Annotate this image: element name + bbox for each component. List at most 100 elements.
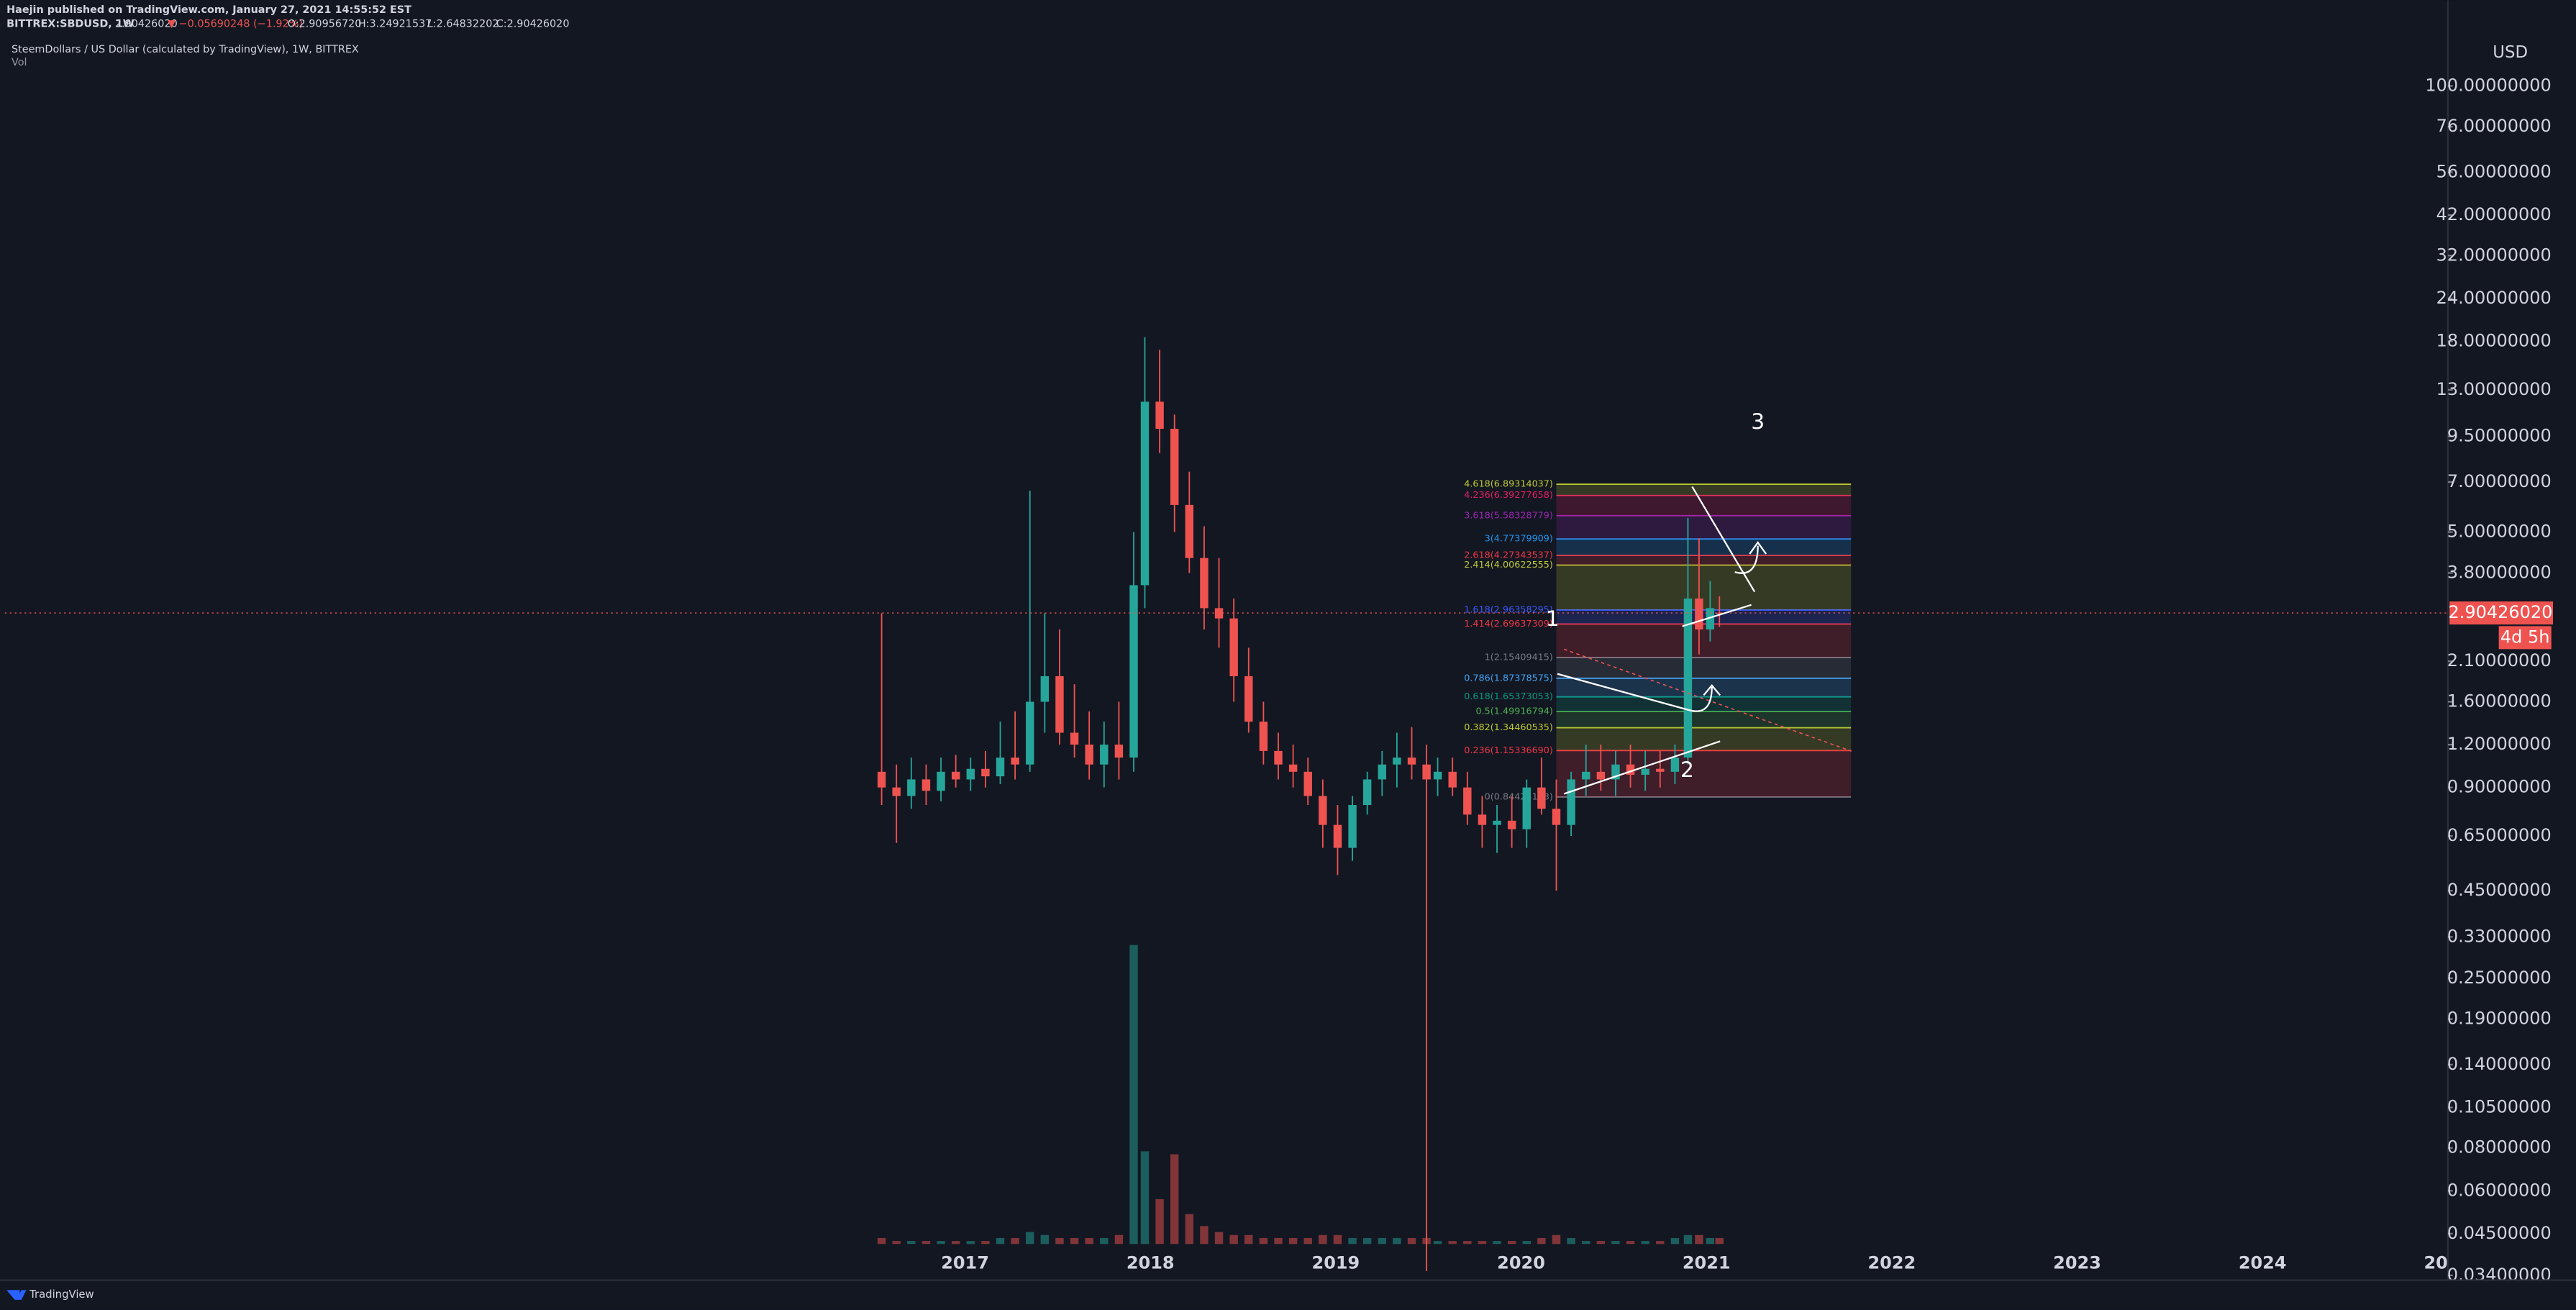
trendline [1682, 604, 1752, 627]
y-tick-label: 0.03400000 [2447, 1265, 2552, 1285]
y-tick-label: 0.45000000 [2447, 880, 2552, 900]
candle-body [1478, 814, 1487, 825]
volume-bar [907, 1241, 916, 1245]
candle-body [1026, 701, 1034, 765]
candle-body [1070, 732, 1079, 745]
candle-body [1596, 771, 1606, 780]
dashed-trendline [1563, 648, 1852, 752]
candle-body [966, 768, 975, 780]
fib-band [1556, 750, 1852, 797]
currency: USD [2493, 43, 2528, 62]
volume-bar [1433, 1241, 1442, 1245]
y-tick-label: 0.65000000 [2447, 825, 2552, 845]
candle-body [1200, 558, 1209, 609]
x-tick-label: 2024 [2239, 1253, 2287, 1273]
candle-body [1055, 676, 1064, 733]
volume-bar [1319, 1234, 1327, 1245]
candle-body [1085, 745, 1093, 765]
y-tick-label: 100.00000000 [2425, 75, 2551, 95]
fib-label: 3(4.77379909) [1485, 534, 1553, 545]
volume-bar [966, 1241, 975, 1245]
y-tick-label: 9.50000000 [2447, 426, 2552, 446]
fib-label: 2.618(4.27343537) [1464, 550, 1553, 561]
volume-bar [1185, 1214, 1194, 1245]
x-tick-label: 2019 [1312, 1253, 1360, 1273]
candle-body [937, 771, 945, 791]
volume-bar [1407, 1237, 1416, 1245]
annotation: 1 [1546, 606, 1560, 631]
volume-bar [1706, 1237, 1715, 1245]
candle-body [1407, 758, 1416, 765]
y-tick-label: 18.00000000 [2436, 330, 2552, 350]
y-tick-label: 42.00000000 [2436, 204, 2552, 224]
volume-bar [1200, 1226, 1209, 1245]
candle-body [1319, 796, 1327, 825]
y-tick-label: 0.04500000 [2447, 1223, 2552, 1243]
brand: TradingView [29, 1288, 94, 1301]
volume-bar [1493, 1241, 1501, 1245]
volume-bar [1683, 1234, 1693, 1245]
candle-body [1641, 768, 1649, 775]
volume-bar [1670, 1237, 1680, 1245]
candle-body [1100, 745, 1109, 765]
candle-body [907, 779, 916, 796]
volume-bar [1129, 945, 1138, 1245]
y-tick-label: 0.10500000 [2447, 1096, 2552, 1116]
volume-bar [1362, 1237, 1372, 1245]
candle-body [1522, 787, 1531, 829]
volume-bar [1274, 1237, 1283, 1245]
candle-body [1348, 805, 1357, 848]
fib-band [1556, 696, 1852, 712]
volume-bar [951, 1241, 960, 1245]
volume-bar [1478, 1241, 1487, 1245]
candle-body [1274, 750, 1283, 765]
candle-body [1422, 764, 1431, 780]
fib-label: 0.236(1.15336690) [1464, 745, 1553, 756]
y-tick-label: 76.00000000 [2436, 116, 2552, 136]
x-tick-label: 2018 [1127, 1253, 1175, 1273]
volume-label: Vol [12, 57, 27, 68]
candle-body [1185, 504, 1194, 558]
candle-body [1244, 676, 1253, 722]
volume-bar [1582, 1241, 1590, 1245]
y-tick-label: 5.00000000 [2447, 522, 2552, 542]
volume-bar [1378, 1237, 1387, 1245]
last-price-box [2449, 601, 2554, 625]
candle-body [1656, 768, 1665, 772]
candle-body [892, 787, 901, 796]
y-tick-label: 7.00000000 [2447, 471, 2552, 491]
last-price-label: 2.90426020 [2449, 602, 2553, 622]
y-tick-label: 3.80000000 [2447, 562, 2552, 582]
drawings [1557, 486, 1852, 795]
candle-body [1683, 599, 1693, 758]
publisher: Haejin published on TradingView.com, Jan… [6, 4, 411, 16]
fib-label: 0.5(1.49916794) [1476, 706, 1553, 717]
price-axis: 201720182019202020212022202320242025100.… [941, 0, 2576, 1285]
candle-body [1670, 758, 1680, 772]
candle-body [1507, 820, 1516, 829]
candle-body [1011, 758, 1019, 765]
ohlc: O:2.90956720 [288, 19, 362, 30]
candle-body [1567, 779, 1575, 825]
candle-body [1552, 809, 1561, 825]
candle-body [1129, 585, 1138, 758]
fib-label: 0.786(1.87378575) [1464, 673, 1553, 683]
fib-label: 0.382(1.34460535) [1464, 722, 1553, 733]
fib-label: 0(0.84424173) [1485, 791, 1553, 802]
currency-box [2488, 41, 2572, 63]
fib-band [1556, 609, 1852, 624]
volume-bar [1244, 1234, 1253, 1245]
volume-bar [1448, 1241, 1457, 1245]
x-tick-label: 2017 [941, 1253, 989, 1273]
volume-bar [1641, 1241, 1649, 1245]
volume-bar [1170, 1154, 1179, 1245]
trendline [1691, 486, 1756, 593]
fib-band [1556, 515, 1852, 540]
volume-bar [1567, 1237, 1575, 1245]
fib-band [1556, 711, 1852, 728]
y-tick-label: 0.14000000 [2447, 1054, 2552, 1074]
ohlc: C:2.90426020 [496, 19, 570, 30]
fib-band [1556, 657, 1852, 678]
